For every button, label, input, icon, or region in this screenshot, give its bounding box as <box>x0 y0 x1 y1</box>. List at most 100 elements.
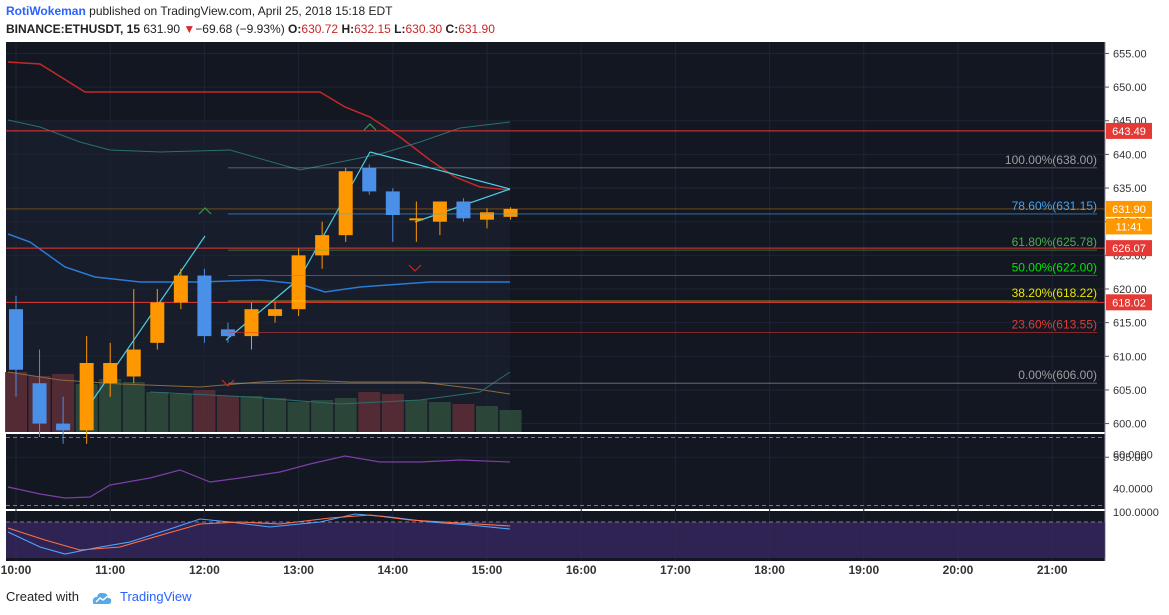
y-tick-label: 605.00 <box>1113 385 1147 397</box>
publish-info: RotiWokeman published on TradingView.com… <box>6 4 392 18</box>
candle-body <box>150 302 165 343</box>
x-tick-label: 16:00 <box>566 563 597 577</box>
footer: Created with TradingView <box>6 589 192 605</box>
x-tick-label: 21:00 <box>1037 563 1068 577</box>
y-tick-label: 595.00 <box>1113 452 1147 464</box>
candle-body <box>56 423 71 431</box>
x-tick-label: 12:00 <box>189 563 220 577</box>
published-text: published on TradingView.com, April 25, … <box>89 4 393 18</box>
price-change: −69.68 (−9.93%) <box>195 22 285 36</box>
open-value: 630.72 <box>301 22 339 36</box>
volume-bar <box>193 390 216 432</box>
candle-body <box>173 275 188 303</box>
candle-body <box>315 235 330 256</box>
trend-line <box>299 151 371 279</box>
x-tick-label: 20:00 <box>943 563 974 577</box>
rsi-pane[interactable] <box>6 434 1105 509</box>
fib-label: 0.00%(606.00) <box>1018 368 1097 382</box>
fractal-down-icon <box>221 379 235 387</box>
low-value: 630.30 <box>405 22 443 36</box>
fib-label: 100.00%(638.00) <box>1005 153 1097 167</box>
high-value: 632.15 <box>354 22 391 36</box>
tradingview-link[interactable]: TradingView <box>120 589 192 604</box>
candle-body <box>268 309 283 316</box>
price-tag-label: 11:41 <box>1116 221 1143 233</box>
candle-body <box>197 275 212 337</box>
candle-body <box>432 201 447 222</box>
tradingview-logo-icon <box>92 592 111 604</box>
fib-label: 38.20%(618.22) <box>1012 286 1097 300</box>
created-with-text: Created with <box>6 589 79 604</box>
volume-bar <box>99 379 122 432</box>
bollinger-upper <box>7 119 511 171</box>
x-tick-label: 13:00 <box>283 563 314 577</box>
high-label: H: <box>341 22 355 36</box>
down-arrow-icon: ▼ <box>183 22 196 36</box>
volume-bar <box>287 402 310 432</box>
rsi-tick-label: 60.0000 <box>1113 449 1153 461</box>
fractal-up-icon <box>198 207 212 215</box>
candle-body <box>456 201 471 219</box>
price-tag-label: 618.02 <box>1112 297 1146 309</box>
fib-label: 50.00%(622.00) <box>1012 261 1097 275</box>
candle-body <box>480 212 494 220</box>
volume-bar <box>216 396 239 432</box>
y-tick-label: 600.00 <box>1113 419 1147 431</box>
volume-bar <box>311 400 334 432</box>
y-tick-label: 620.00 <box>1113 284 1147 296</box>
candle-body <box>291 255 306 310</box>
stoch-d-line <box>7 514 511 551</box>
fib-label: 61.80%(625.78) <box>1012 235 1097 249</box>
volume-bar <box>452 404 475 432</box>
ma-line-blue <box>7 233 510 293</box>
y-tick-label: 615.00 <box>1113 318 1147 330</box>
price-tag <box>1106 240 1152 257</box>
close-label: C: <box>445 22 459 36</box>
candle-body <box>338 171 353 236</box>
ma-line-red <box>7 61 511 191</box>
y-tick-label: 610.00 <box>1113 351 1147 363</box>
price-tag <box>1106 218 1152 235</box>
stoch-band <box>6 522 1105 558</box>
x-tick-label: 15:00 <box>472 563 503 577</box>
x-tick-label: 17:00 <box>660 563 691 577</box>
price-chart[interactable]: 100.00%(638.00) 78.60%(631.15) 61.80%(625.… <box>0 42 1169 580</box>
author-link[interactable]: RotiWokeman <box>6 4 86 18</box>
price-tag-label: 643.49 <box>1112 126 1146 138</box>
fractal-up-icon <box>363 123 377 131</box>
fractal-down-icon <box>408 264 422 272</box>
candle-body <box>79 363 94 431</box>
stoch-tick-label: 100.0000 <box>1113 507 1159 519</box>
rsi-line <box>7 455 511 499</box>
price-tag-label: 626.07 <box>1112 243 1146 255</box>
fib-label: 78.60%(631.15) <box>1012 199 1097 213</box>
candle-body <box>385 191 400 215</box>
symbol-label: BINANCE:ETHUSDT, 15 <box>6 22 141 36</box>
fib-levels: 100.00%(638.00) 78.60%(631.15) 61.80%(625.… <box>228 153 1097 384</box>
x-tick-label: 10:00 <box>1 563 32 577</box>
y-tick-label: 635.00 <box>1113 183 1147 195</box>
volume-bar <box>405 400 428 432</box>
axes: 655.00650.00645.00640.00635.00630.00625.… <box>1 42 1159 577</box>
price-tag <box>1106 122 1152 139</box>
volume-bar <box>240 396 263 432</box>
volume-bar <box>334 398 357 432</box>
volume-bar <box>169 394 192 432</box>
candle-body <box>32 383 47 424</box>
volume-bar <box>264 398 287 432</box>
price-tags: 643.49 631.90 11:41 626.07 618.02 <box>1106 122 1152 311</box>
candle-body <box>244 309 259 337</box>
volume-bar <box>476 406 498 432</box>
volume-bar <box>358 392 381 432</box>
candle-body <box>9 309 23 370</box>
last-price: 631.90 <box>143 22 181 36</box>
fib-label: 23.60%(613.55) <box>1012 317 1097 331</box>
candle-body <box>503 208 518 217</box>
volume-bar <box>499 410 522 432</box>
price-tag <box>1106 200 1152 217</box>
trend-line <box>225 277 301 341</box>
x-tick-label: 11:00 <box>95 563 125 577</box>
volume-bar <box>428 402 451 432</box>
x-tick-label: 18:00 <box>754 563 785 577</box>
y-tick-label: 640.00 <box>1113 149 1147 161</box>
